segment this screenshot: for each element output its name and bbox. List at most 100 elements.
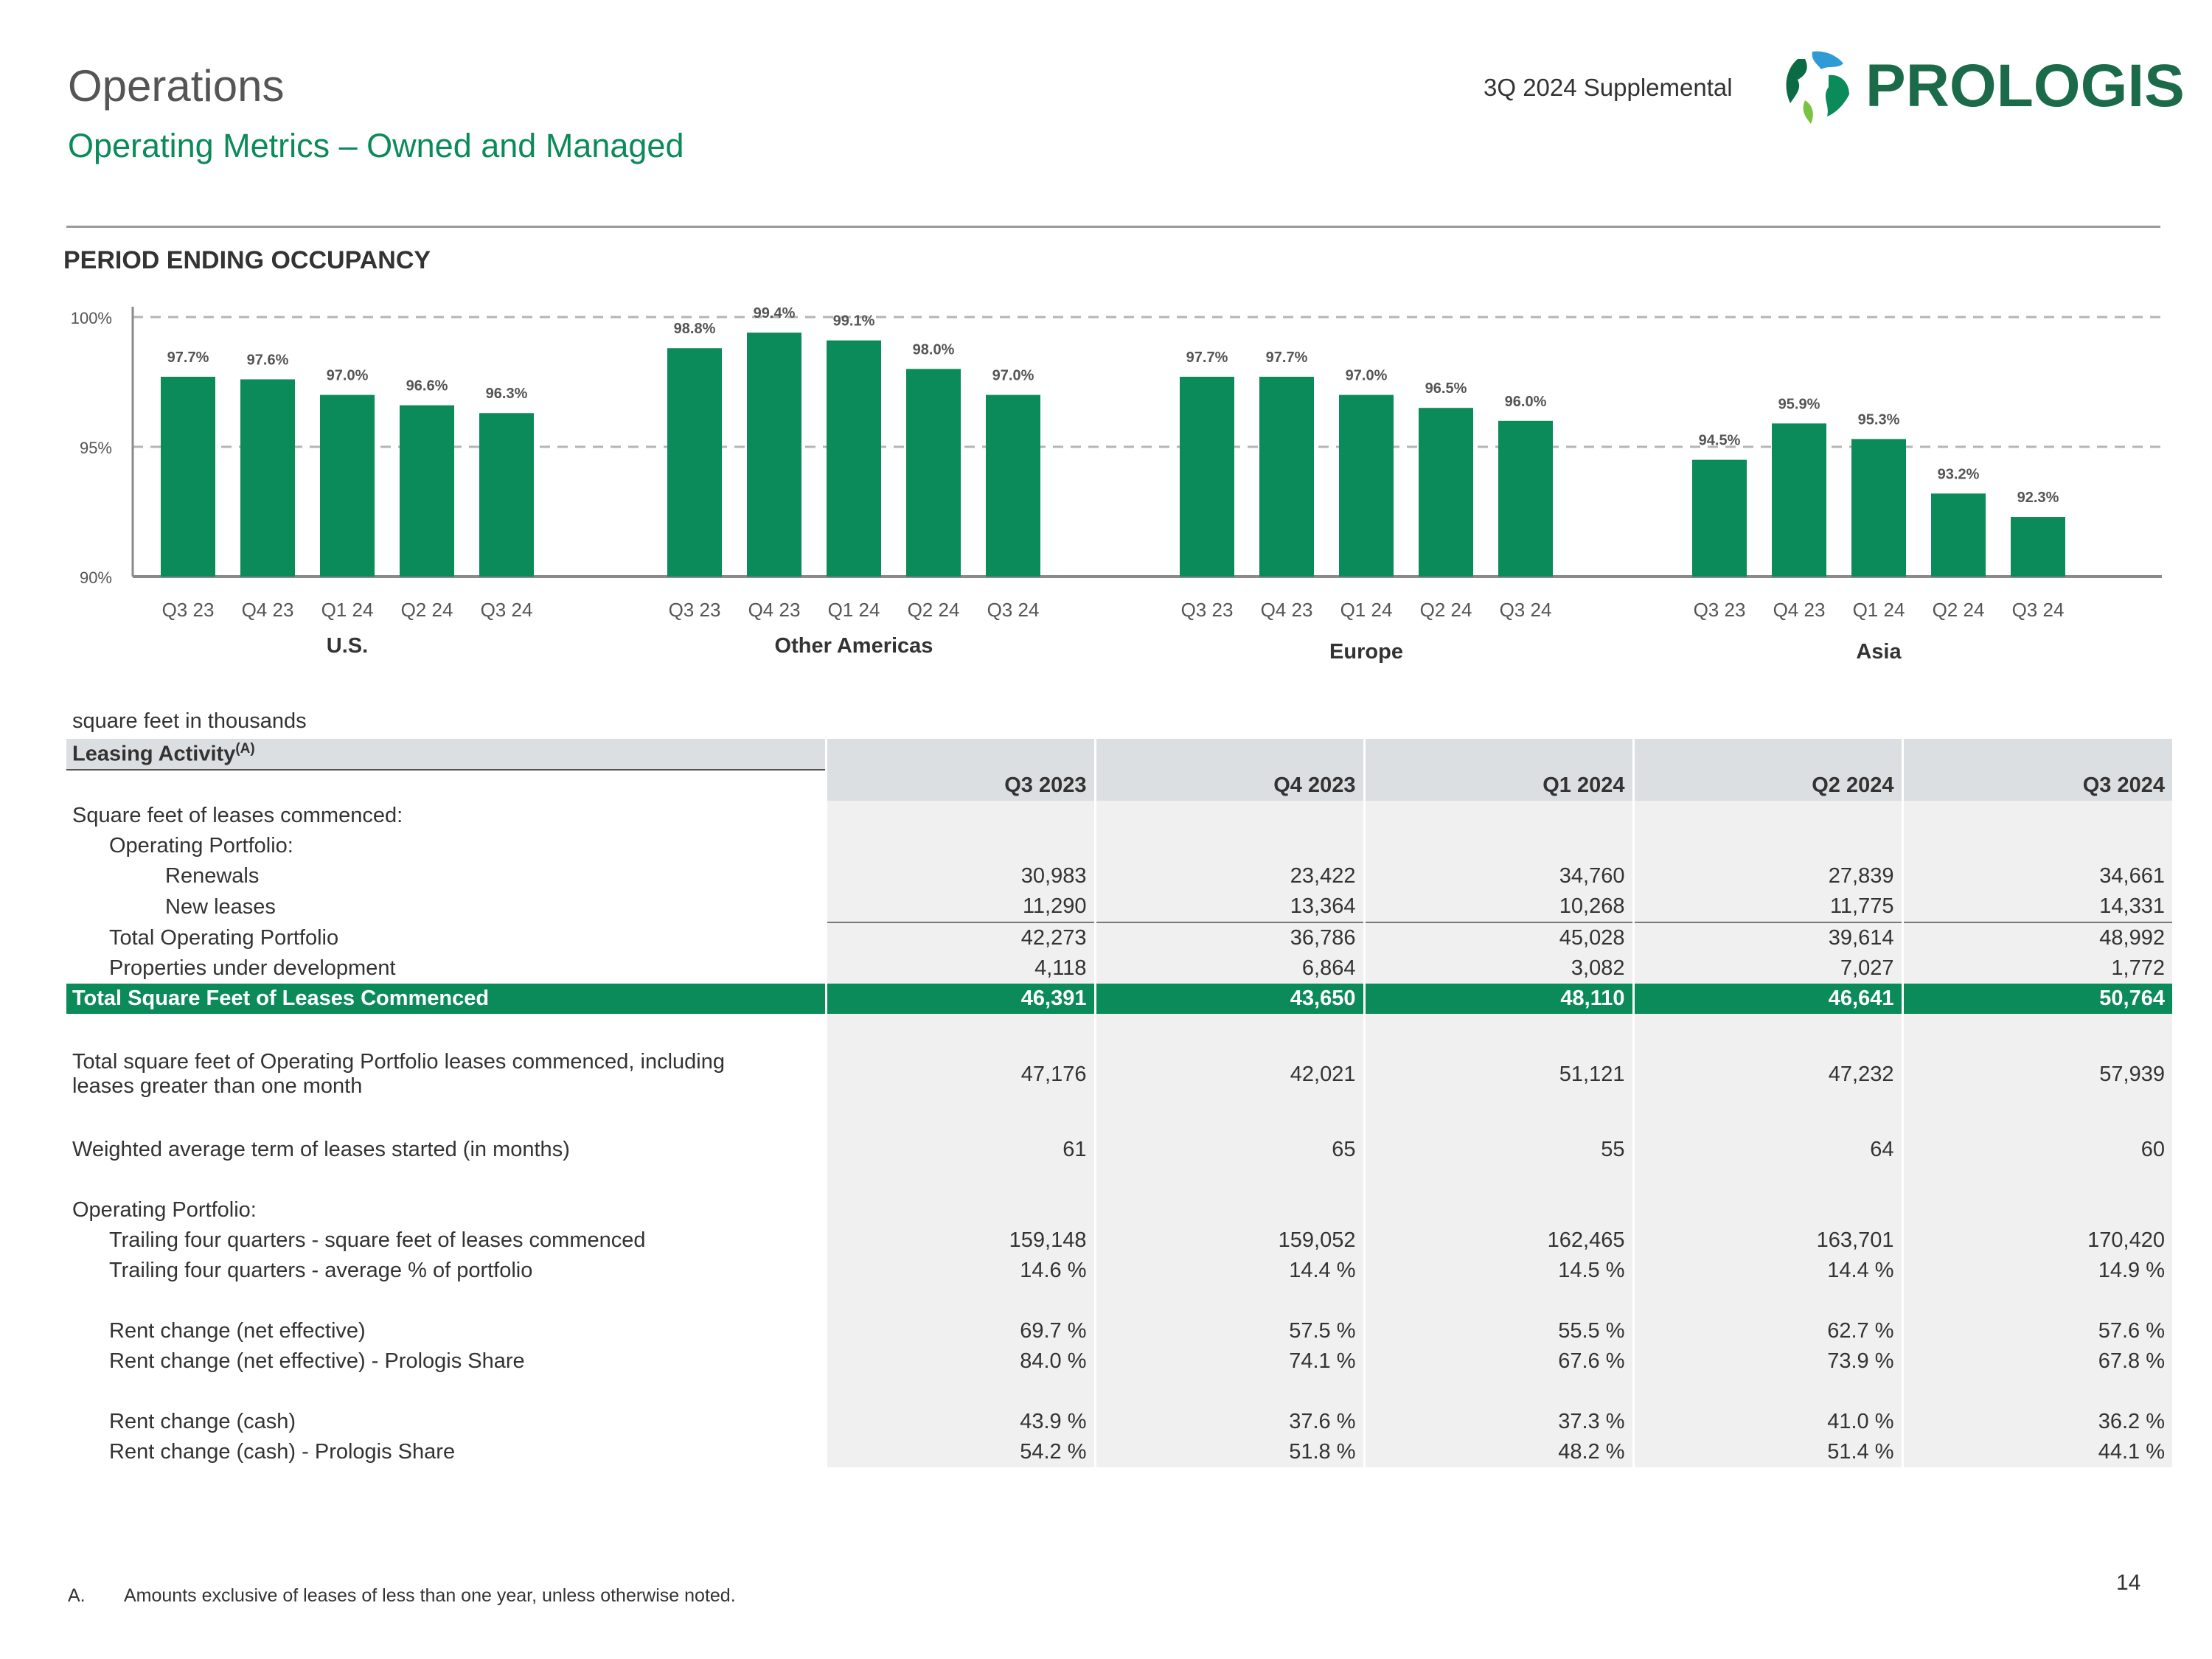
occupancy-heading: PERIOD ENDING OCCUPANCY [63,246,431,274]
logo-wordmark: PROLOGIS [1865,52,2183,119]
cell-value: 4,118 [824,953,1095,984]
cell-value [1901,1165,2172,1195]
data-label: 97.7% [167,349,209,366]
bar [1692,459,1747,577]
cell-value [1632,831,1902,861]
data-label: 95.3% [1858,411,1900,428]
x-tick-label: Q3 24 [481,599,533,621]
cell-value: 57.6 % [1901,1316,2172,1346]
table-row: Operating Portfolio: [66,1195,2172,1225]
data-label: 99.4% [754,305,796,321]
row-label: Operating Portfolio: [109,834,293,858]
cell-value: 34,661 [1901,861,2172,891]
section-title-text: Leasing Activity [72,742,236,766]
cell-value [1901,1195,2172,1225]
cell-value: 69.7 % [824,1316,1095,1346]
data-label: 98.0% [913,341,955,358]
cell-value: 61 [824,1135,1095,1165]
x-tick-label: Q3 24 [2012,599,2065,621]
bar [400,405,454,577]
header-divider [66,226,2160,228]
row-label: Total Operating Portfolio [109,925,339,950]
cell-value [1632,1286,1902,1316]
cell-value [1632,1377,1902,1407]
cell-value: 14.4 % [1093,1256,1364,1286]
cell-value: 14.9 % [1901,1256,2172,1286]
table-row: Operating Portfolio: [66,831,2172,861]
cell-value [1901,1377,2172,1407]
cell-value [1901,1014,2172,1044]
bar [1180,376,1234,577]
cell-value: 163,701 [1632,1225,1902,1256]
cell-value: 37.6 % [1093,1407,1364,1437]
total-row: Total Square Feet of Leases Commenced 46,… [66,984,2172,1014]
cell-value: 23,422 [1093,861,1364,891]
x-tick-label: Q1 24 [1853,599,1905,621]
bar [161,376,215,577]
occupancy-bar-chart: 100% 95% 90% 97.7% Q3 23 97.6% Q4 23 97.0% Q1 24… [71,305,2162,664]
bar [1772,423,1826,577]
bar [1498,420,1553,577]
data-label: 96.5% [1425,380,1467,397]
page-title: Operations [68,61,285,111]
x-tick-label: Q4 23 [748,599,801,621]
row-label: Total square feet of Operating Portfolio… [72,1049,725,1098]
cell-value: 64 [1632,1135,1902,1165]
cell-value [1093,1014,1364,1044]
y-tick-label: 90% [80,568,112,587]
table-row: Total Operating Portfolio 42,273 36,786 45,… [66,922,2172,953]
header-label-blank [66,770,826,801]
table-row: Rent change (net effective) - Prologis S… [66,1346,2172,1377]
footnote-text: Amounts exclusive of leases of less than… [124,1585,736,1606]
bar [1339,394,1394,577]
group-label: Asia [1856,640,1902,664]
row-label: Rent change (cash) - Prologis Share [109,1440,456,1464]
row-label [66,1377,826,1407]
x-tick-label: Q3 24 [987,599,1040,621]
cell-value [1901,801,2172,831]
cell-value [1363,801,1633,831]
cell-value: 67.6 % [1363,1346,1633,1377]
row-label: Trailing four quarters - average % of po… [109,1259,533,1282]
row-label [66,1286,826,1316]
cell-value [1093,801,1364,831]
table-row: Rent change (cash) 43.9 % 37.6 % 37.3 % 41.0… [66,1407,2172,1437]
cell-value [1363,1014,1633,1044]
cell-value: 74.1 % [1093,1346,1364,1377]
data-label: 98.8% [674,321,716,337]
cell-value: 30,983 [824,861,1095,891]
bar [1851,439,1906,577]
row-label [66,1014,826,1044]
x-tick-label: Q3 23 [162,599,215,621]
column-header: Q1 2024 [1363,770,1633,801]
cell-value: 43,650 [1093,984,1364,1014]
cell-value: 65 [1093,1135,1364,1165]
cell-value: 42,021 [1093,1044,1364,1105]
page-subtitle: Operating Metrics – Owned and Managed [68,127,684,164]
leasing-activity-table: Leasing Activity(A) Q3 2023 Q4 2023 Q1 2024… [66,739,2172,1467]
cell-value: 36.2 % [1901,1407,2172,1437]
cell-value: 45,028 [1363,922,1633,953]
cell-value [1901,1286,2172,1316]
cell-value [1632,1195,1902,1225]
cell-value: 84.0 % [824,1346,1095,1377]
footnote-marker: A. [68,1585,86,1606]
x-tick-label: Q3 24 [1500,599,1552,621]
header-blank [824,739,1095,770]
y-tick-label: 95% [80,439,112,457]
row-label: Rent change (cash) [109,1410,296,1433]
x-tick-label: Q1 24 [828,599,880,621]
cell-value [1093,1165,1364,1195]
column-header-row: Q3 2023 Q4 2023 Q1 2024 Q2 2024 Q3 2024 [66,770,2172,801]
x-tick-label: Q2 24 [1420,599,1472,621]
cell-value [1093,1377,1364,1407]
table-row: Renewals 30,983 23,422 34,760 27,839 34,661 [66,861,2172,891]
table-row: Square feet of leases commenced: [66,801,2172,831]
y-tick-label: 100% [71,309,112,327]
data-label: 99.1% [833,313,875,330]
x-tick-label: Q3 23 [669,599,721,621]
bar [827,340,881,577]
table-row: Trailing four quarters - square feet of … [66,1225,2172,1256]
cell-value: 54.2 % [824,1437,1095,1467]
data-label: 97.7% [1186,349,1228,366]
